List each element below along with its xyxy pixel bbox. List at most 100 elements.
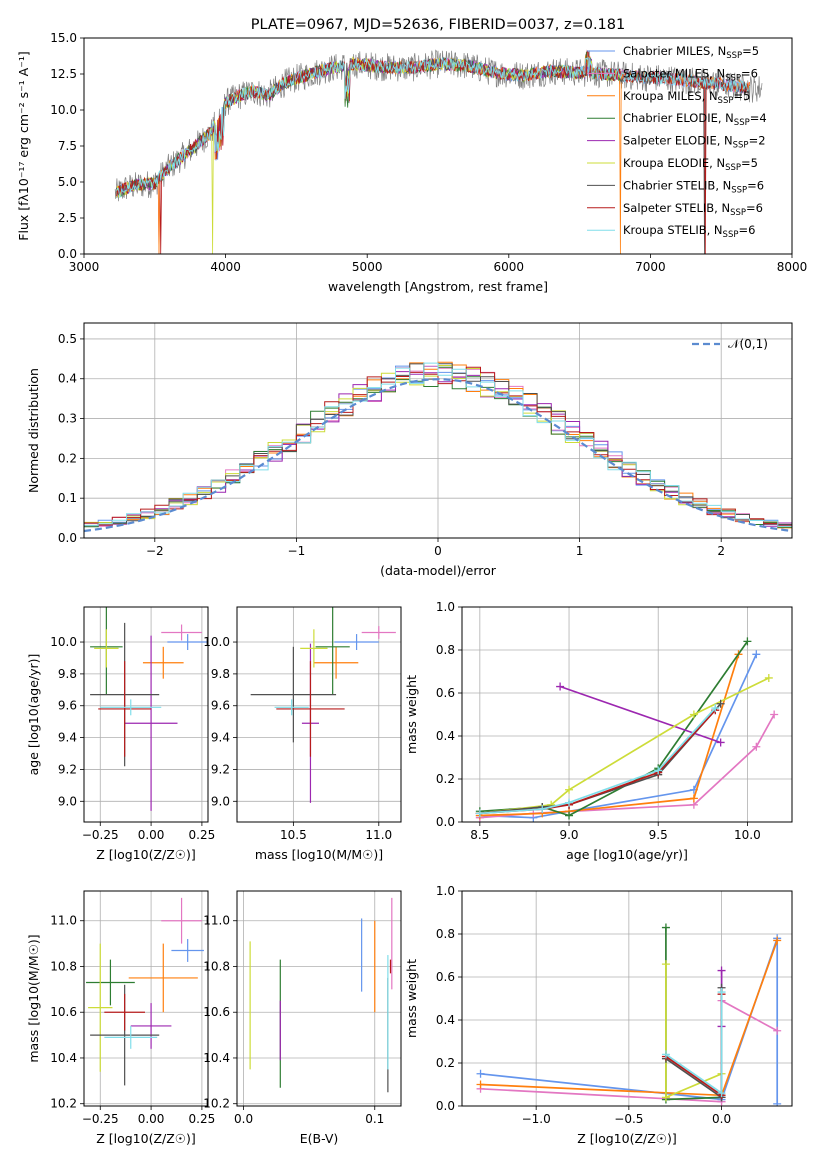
mass-weight-line-salpeter_stelib [479, 709, 716, 815]
x-tick-label: 4000 [210, 260, 241, 274]
legend-label: Chabrier MILES, NSSP=5 [623, 44, 759, 61]
y-tick-label: 10.8 [50, 959, 77, 973]
y-tick-label: 9.2 [211, 762, 230, 776]
x-tick-label: 0.25 [189, 828, 216, 842]
y-tick-label: 10.2 [50, 1097, 77, 1111]
x-tick-label: 10.5 [280, 828, 307, 842]
x-axis-label: (data-model)/error [380, 563, 497, 578]
y-tick-label: 0.0 [436, 1099, 455, 1113]
y-tick-label: 10.4 [203, 1051, 230, 1065]
y-axis-label: mass weight [404, 959, 419, 1038]
mass-weight-marker-chabrier_elodie [565, 811, 574, 820]
mass-weight-marker-chabrier_elodie [661, 923, 670, 932]
y-axis-label: Normed distribution [26, 368, 41, 493]
axes-frame [83, 606, 209, 823]
plot-area [237, 891, 401, 1106]
mass-weight-vs-metallicity-panel: −1.0 −0.5 0.0 0.0 0.2 0.4 0.6 0.8 1.0 Z [log10(Z/… [404, 884, 793, 1146]
mass-weight-marker-salpeter_elodie [716, 738, 725, 747]
mass-weight-marker-kroupa_stelib [661, 1050, 670, 1059]
legend-label-value: =4 [750, 111, 767, 125]
plot-area [462, 891, 792, 1106]
axes-frame [83, 322, 793, 539]
mass-vs-metallicity-panel: −0.25 0.00 0.25 10.2 10.4 10.6 10.8 11.0 Z [log1… [26, 890, 216, 1146]
x-tick-label: −1 [288, 544, 306, 558]
x-tick-label: −2 [146, 544, 164, 558]
y-tick-label: 10.4 [50, 1051, 77, 1065]
x-tick-label: 6000 [494, 260, 525, 274]
legend-label-gaussian: 𝒩(0,1) [728, 337, 768, 351]
y-tick-label: 0.8 [436, 643, 455, 657]
mass-weight-marker-kroupa_elodie [661, 1093, 670, 1102]
spectrum-panel: 3000 4000 5000 6000 7000 8000 0.0 2.5 5.0 7.5 10.0… [16, 17, 807, 294]
x-tick-label: 0.1 [365, 1112, 384, 1126]
y-tick-label: 9.6 [58, 699, 77, 713]
plot-area [462, 607, 792, 822]
y-tick-label: 1.0 [436, 884, 455, 898]
mass-weight-marker-kroupa_elodie [764, 673, 773, 682]
axes-frame [461, 890, 793, 1107]
x-tick-label: 0 [434, 544, 442, 558]
axes-frame [236, 606, 402, 823]
plot-area [237, 607, 401, 822]
y-tick-label: 0.0 [436, 815, 455, 829]
x-tick-label: −1.0 [522, 1112, 551, 1126]
mass-weight-line-salpeter_stelib [665, 994, 723, 1097]
x-tick-label: 2 [717, 544, 725, 558]
legend-label-subscript: SSP [730, 208, 746, 218]
y-tick-label: 10.0 [203, 635, 230, 649]
mass-weight-marker-kroupa_elodie [565, 785, 574, 794]
y-tick-label: 0.2 [436, 1056, 455, 1070]
x-tick-label: 9.5 [649, 828, 668, 842]
legend-label-subscript: SSP [731, 185, 747, 195]
x-tick-label: −0.25 [82, 1112, 119, 1126]
x-tick-label: 9.0 [559, 828, 578, 842]
y-tick-label: 0.6 [436, 970, 455, 984]
legend-label-subscript: SSP [718, 96, 734, 106]
y-tick-label: 0.0 [58, 247, 77, 261]
y-tick-label: 10.6 [203, 1005, 230, 1019]
y-tick-label: 9.8 [211, 667, 230, 681]
axes-frame [236, 890, 402, 1107]
mass-weight-marker-chabrier_stelib [716, 699, 725, 708]
y-axis-label: mass weight [404, 675, 419, 754]
x-tick-label: 0.00 [138, 1112, 165, 1126]
y-tick-label: 11.0 [203, 914, 230, 928]
y-tick-label: 10.0 [50, 635, 77, 649]
legend-label-value: =5 [733, 89, 750, 103]
legend-label: Chabrier ELODIE, NSSP=4 [623, 111, 767, 128]
mass-weight-marker-kroupa_miles [773, 936, 782, 945]
legend-label: Kroupa ELODIE, NSSP=5 [623, 156, 758, 173]
histogram-kroupa_stelib [84, 362, 792, 527]
legend-label-subscript: SSP [733, 141, 749, 151]
mass-weight-marker-chabrier_miles [752, 650, 761, 659]
plot-area [84, 323, 792, 538]
legend-label-value: =6 [738, 223, 755, 237]
legend-label-subscript: SSP [726, 51, 742, 61]
mass-weight-marker-kroupa_elodie [689, 710, 698, 719]
y-tick-label: 0.6 [436, 686, 455, 700]
mass-weight-marker-kroupa_stelib [717, 1089, 726, 1098]
mass-weight-marker-salpeter_elodie [717, 966, 726, 975]
y-tick-label: 0.5 [58, 332, 77, 346]
mass-weight-marker-kroupa_stelib [654, 766, 663, 775]
legend-label-value: =5 [742, 44, 759, 58]
x-tick-label: 8.5 [470, 828, 489, 842]
mass-weight-marker-kroupa_stelib [538, 805, 547, 814]
y-tick-label: 0.2 [436, 772, 455, 786]
mass-weight-marker-kroupa_stelib [565, 798, 574, 807]
mass-weight-marker-chabrier_elodie [743, 637, 752, 646]
y-tick-label: 2.5 [58, 211, 77, 225]
model-spectrum-salpeter_elodie [116, 56, 621, 198]
x-tick-label: 0.25 [189, 1112, 216, 1126]
y-tick-label: 11.0 [50, 914, 77, 928]
mass-weight-marker-kroupa_miles [689, 794, 698, 803]
legend-label: Salpeter MILES, NSSP=6 [623, 66, 758, 83]
legend-label: Salpeter ELODIE, NSSP=2 [623, 134, 766, 151]
residuals-panel: −2 −1 0 1 2 0.0 0.1 0.2 0.3 0.4 0.5 (data-model)/er… [26, 322, 793, 578]
legend-label: Chabrier STELIB, NSSP=6 [623, 178, 764, 195]
age-vs-mass-panel: 10.5 11.0 9.0 9.2 9.4 9.6 9.8 10.0 mass [log10(M… [203, 606, 402, 862]
mass-weight-line-chabrier_stelib [665, 987, 723, 1100]
y-tick-label: 0.1 [58, 491, 77, 505]
y-tick-label: 0.4 [436, 729, 455, 743]
x-axis-label: E(B-V) [300, 1131, 339, 1146]
